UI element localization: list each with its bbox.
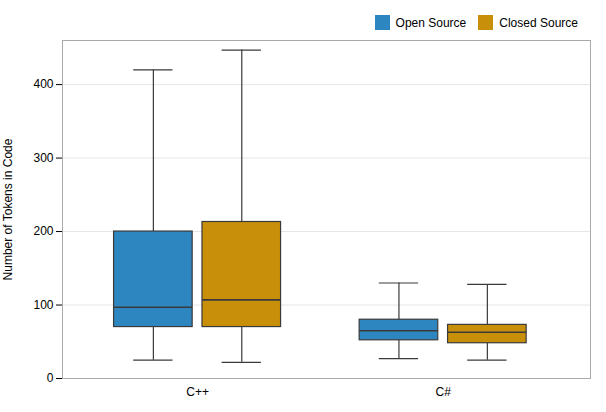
html-text:Closed Source: Closed Source xyxy=(499,15,578,30)
html-text:Open Source: Open Source xyxy=(395,15,467,30)
svg-text:C#: C# xyxy=(435,385,451,399)
svg-text:100: 100 xyxy=(33,298,53,312)
svg-text:200: 200 xyxy=(33,224,53,238)
svg-text:C++: C++ xyxy=(186,385,209,399)
svg-text:400: 400 xyxy=(33,77,53,91)
svg-text:0: 0 xyxy=(47,371,54,385)
svg-text:300: 300 xyxy=(33,151,53,165)
svg-text:Number of Tokens in Code: Number of Tokens in Code xyxy=(1,138,15,280)
